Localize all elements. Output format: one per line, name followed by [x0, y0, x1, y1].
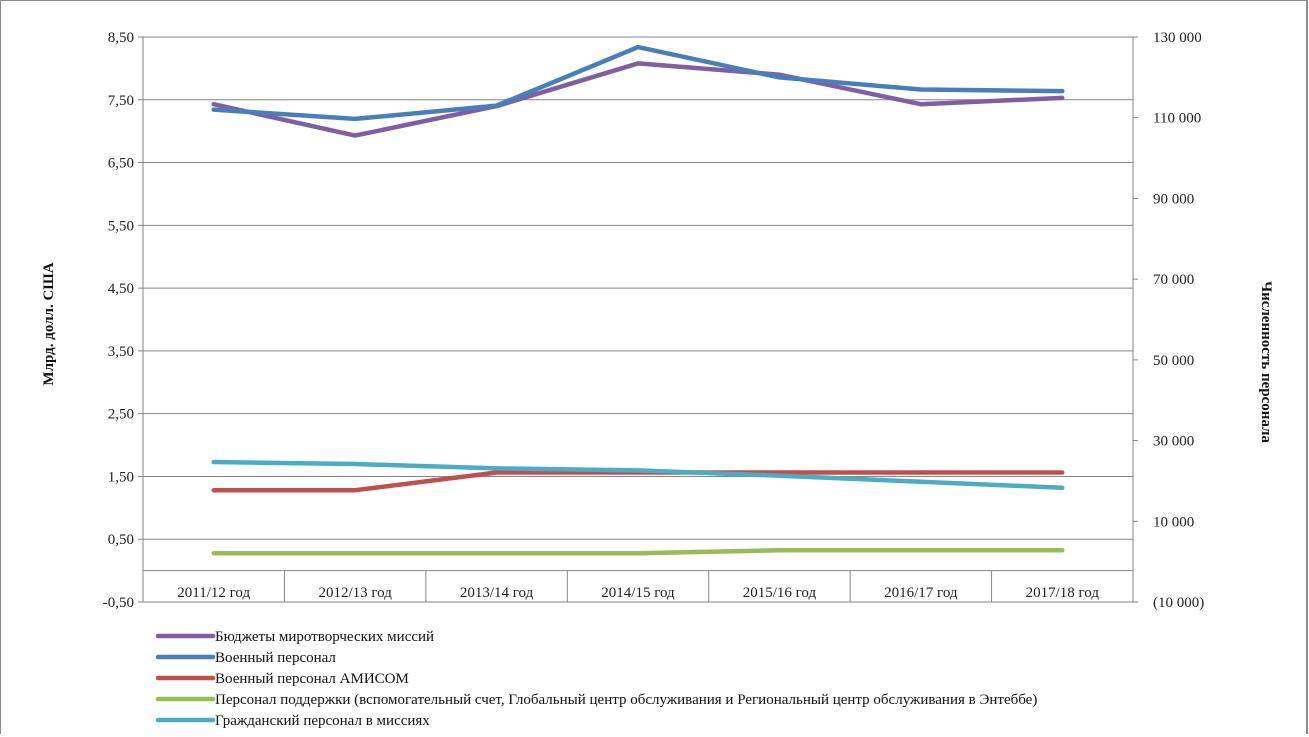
x-tick-label: 2012/13 год [318, 585, 392, 601]
left-tick-label: 5,50 [108, 218, 134, 234]
left-tick-label: -0,50 [103, 595, 134, 611]
right-tick-label: (10 000) [1153, 595, 1204, 611]
right-tick-label: 50 000 [1153, 353, 1194, 369]
series-line-2 [211, 44, 1065, 122]
series-line-1 [211, 61, 1065, 138]
left-tick-label: 7,50 [108, 93, 134, 109]
right-tick-label: 10 000 [1153, 514, 1194, 530]
left-axis-title: Млрд. долл. США [41, 262, 57, 385]
left-tick-label: 4,50 [108, 281, 134, 297]
legend-label: Военный персонал [215, 650, 336, 666]
gridlines [143, 36, 1133, 540]
x-tick-label: 2014/15 год [601, 585, 675, 601]
right-tick-label: 30 000 [1153, 434, 1194, 450]
axes [138, 36, 1138, 603]
right-tick-label: 90 000 [1153, 191, 1194, 207]
left-tick-label: 2,50 [108, 407, 134, 423]
right-axis-ticks: 130 000 110 000 90 000 70 000 50 000 30 000 10… [1153, 30, 1204, 611]
legend: Бюджеты миротворческих миссий Военный пер… [155, 629, 1037, 729]
x-axis-ticks: 2011/12 год 2012/13 год 2013/14 год 2014/15… [177, 585, 1099, 601]
left-tick-label: 6,50 [108, 156, 134, 172]
x-tick-label: 2015/16 год [743, 585, 817, 601]
x-tick-label: 2011/12 год [177, 585, 250, 601]
x-tick-label: 2016/17 год [884, 585, 958, 601]
legend-label: Персонал поддержки (вспомогательный счет… [215, 692, 1037, 708]
series-line-5 [211, 459, 1065, 491]
left-tick-label: 0,50 [108, 532, 134, 548]
right-tick-label: 110 000 [1153, 111, 1201, 127]
right-tick-label: 70 000 [1153, 272, 1194, 288]
legend-label: Гражданский персонал в миссиях [215, 713, 430, 729]
right-axis-title: Численность персонала [1258, 281, 1274, 443]
left-axis-ticks: 8,50 7,50 6,50 5,50 4,50 3,50 2,50 1,50 0,50 -0,5… [103, 30, 134, 611]
right-tick-label: 130 000 [1153, 30, 1202, 46]
series-line-4 [211, 548, 1065, 556]
left-tick-label: 8,50 [108, 30, 134, 46]
x-tick-label: 2017/18 год [1026, 585, 1100, 601]
series-lines [211, 44, 1065, 556]
legend-label: Бюджеты миротворческих миссий [215, 629, 434, 645]
x-tick-label: 2013/14 год [460, 585, 534, 601]
left-tick-label: 1,50 [108, 469, 134, 485]
left-tick-label: 3,50 [108, 344, 134, 360]
legend-label: Военный персонал АМИСОМ [215, 671, 409, 687]
